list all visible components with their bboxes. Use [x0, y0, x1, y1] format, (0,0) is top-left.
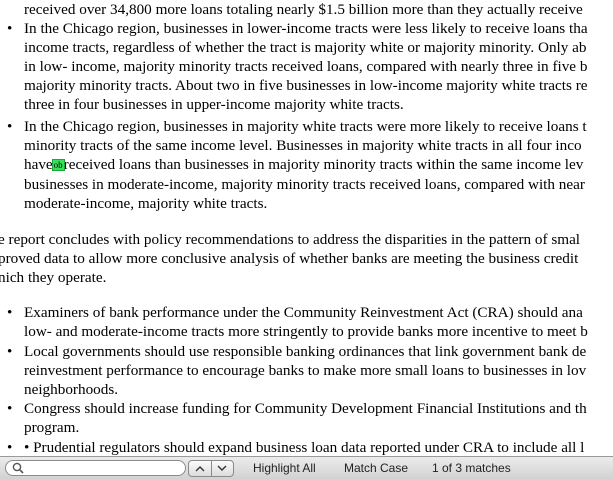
text-line: minority tracts of the same income level…	[24, 137, 582, 154]
bullet-marker: •	[7, 20, 13, 37]
bullet-marker: •	[7, 439, 13, 456]
text-line: nich they operate.	[0, 269, 107, 286]
bullet-marker: •	[7, 400, 13, 417]
text-line: Congress should increase funding for Com…	[24, 400, 587, 417]
highlight-all-button[interactable]: Highlight All	[253, 461, 316, 475]
text-line: low- and moderate-income tracts more str…	[24, 323, 588, 340]
find-navigation	[188, 460, 234, 477]
chevron-up-icon	[195, 466, 205, 472]
text-line: reinvestment performance to encourage ba…	[24, 362, 587, 379]
text-line: majority minority tracts. About two in f…	[24, 77, 588, 94]
text-line: e report concludes with policy recommend…	[0, 231, 581, 248]
text-line: In the Chicago region, businesses in low…	[24, 20, 588, 37]
document-page: received over 34,800 more loans totaling…	[0, 1, 588, 456]
text-line: proved data to allow more conclusive ana…	[0, 250, 579, 267]
find-field[interactable]	[5, 460, 186, 476]
text-line: businesses in moderate-income, majority …	[24, 176, 585, 193]
find-previous-button[interactable]	[189, 461, 211, 476]
find-next-button[interactable]	[210, 461, 234, 476]
find-bar: Highlight All Match Case 1 of 3 matches	[0, 456, 613, 479]
text-line: Local governments should use responsible…	[24, 343, 587, 360]
match-status: 1 of 3 matches	[432, 461, 511, 475]
bullet-marker: •	[7, 118, 13, 135]
text-segment: have	[24, 156, 53, 173]
match-case-button[interactable]: Match Case	[344, 461, 409, 475]
text-segment: received loans than businesses in majori…	[63, 156, 584, 173]
text-line: neighborhoods.	[24, 381, 119, 398]
find-input[interactable]	[28, 461, 178, 475]
chevron-down-icon	[217, 465, 227, 471]
text-line: in low- income, majority minority tracts…	[24, 58, 588, 75]
text-line: haveobreceived loans than businesses in …	[24, 155, 583, 175]
text-line: • Prudential regulators should expand bu…	[24, 439, 585, 456]
text-line: Examiners of bank performance under the …	[24, 304, 583, 321]
bullet-marker: •	[7, 343, 13, 360]
bullet-marker: •	[7, 304, 13, 321]
text-line: income tracts, regardless of whether the…	[24, 39, 587, 56]
find-match-highlight: ob	[51, 159, 65, 171]
search-icon	[12, 462, 24, 474]
text-line: received over 34,800 more loans totaling…	[24, 1, 583, 18]
text-line: program.	[24, 419, 80, 436]
text-line: three in four businesses in upper-income…	[24, 96, 404, 113]
text-line: In the Chicago region, businesses in maj…	[24, 118, 587, 135]
text-line: moderate-income, majority white tracts.	[24, 195, 268, 212]
